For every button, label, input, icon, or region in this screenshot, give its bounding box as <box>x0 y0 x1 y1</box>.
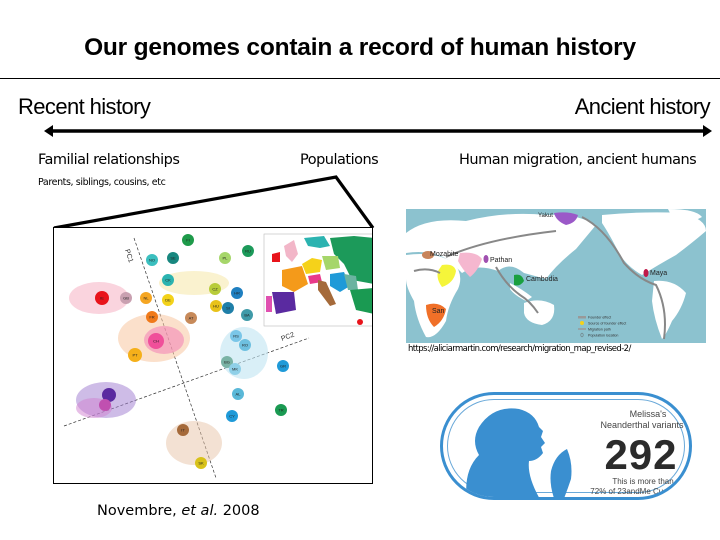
neanderthal-variants-badge: Melissa's Neanderthal variants 292 This … <box>440 392 692 500</box>
migration-label: Human migration, ancient humans <box>459 152 697 168</box>
svg-text:MK: MK <box>232 367 238 372</box>
map-label-mozabite: Mozabite <box>430 251 459 258</box>
pca-scatter-plot: PC1 PC2 IE GB NL CK DE NO SE FI PL RU UA… <box>63 233 372 479</box>
pc2-axis-label: PC2 <box>280 332 295 343</box>
svg-text:AT: AT <box>189 316 194 321</box>
svg-text:HU: HU <box>213 304 219 309</box>
mozabite-region <box>422 251 434 259</box>
badge-name: Melissa's <box>629 409 667 419</box>
svg-text:NL: NL <box>143 296 149 301</box>
svg-text:CY: CY <box>229 414 235 419</box>
familial-relationships-sublabel: Parents, siblings, cousins, etc <box>38 177 166 188</box>
svg-text:GR: GR <box>280 364 286 369</box>
pca-genetic-map-figure: PC1 PC2 IE GB NL CK DE NO SE FI PL RU UA… <box>53 227 373 484</box>
svg-text:NO: NO <box>149 258 155 263</box>
svg-text:SK: SK <box>198 461 204 466</box>
cambodia-region <box>514 274 524 286</box>
svg-text:IE: IE <box>100 296 104 301</box>
pca-citation: Novembre, et al. 2008 <box>97 503 260 519</box>
recent-history-label: Recent history <box>18 94 151 119</box>
map-label-yakut: Yakut <box>538 213 553 219</box>
ancient-history-label: Ancient history <box>574 94 711 119</box>
human-migration-map: Mozabite Pathan Cambodia Yakut Maya San … <box>406 209 706 343</box>
pca-clusters: IE GB NL CK DE NO SE FI PL RU UA CZ HU A… <box>95 234 289 469</box>
map-label-san: San <box>432 308 445 315</box>
title-divider <box>0 78 720 79</box>
badge-note-line2: 72% of 23andMe Customers <box>590 487 692 496</box>
svg-text:CZ: CZ <box>212 287 218 292</box>
svg-text:Population location: Population location <box>588 334 618 338</box>
badge-note-line1: This is more than <box>612 477 674 486</box>
svg-text:FR: FR <box>149 315 154 320</box>
citation-year: 2008 <box>218 503 260 519</box>
svg-text:SI: SI <box>226 306 230 311</box>
populations-label: Populations <box>300 152 379 168</box>
svg-text:FI: FI <box>186 238 190 243</box>
map-legend: Founder effect Source of founder effect … <box>578 316 626 338</box>
pc1-axis-label: PC1 <box>123 248 134 263</box>
europe-inset-map <box>263 233 372 327</box>
svg-text:PT: PT <box>132 353 138 358</box>
svg-text:Source of founder effect: Source of founder effect <box>588 322 626 326</box>
svg-text:RU: RU <box>245 249 251 254</box>
svg-text:TR: TR <box>278 408 283 413</box>
map-label-pathan: Pathan <box>490 257 512 264</box>
slide-title: Our genomes contain a record of human hi… <box>84 34 636 61</box>
svg-text:AL: AL <box>236 392 242 397</box>
familial-relationships-label: Familial relationships <box>38 152 180 168</box>
yakut-region <box>554 212 578 225</box>
migration-map-graphic: Mozabite Pathan Cambodia Yakut Maya San … <box>406 209 706 340</box>
map-label-maya: Maya <box>650 270 667 277</box>
san-region <box>426 303 446 327</box>
neanderthal-variant-count: 292 <box>604 431 678 478</box>
svg-text:RO: RO <box>242 343 248 348</box>
svg-text:Founder effect: Founder effect <box>588 316 611 320</box>
svg-text:BA: BA <box>244 313 250 318</box>
citation-author: Novembre, <box>97 503 182 519</box>
svg-text:PL: PL <box>223 256 229 261</box>
timeline-arrow <box>44 125 712 137</box>
svg-text:HR: HR <box>234 291 240 296</box>
svg-text:BG: BG <box>224 360 230 365</box>
neanderthal-silhouette-icon <box>466 408 572 497</box>
map-source-url[interactable]: https://aliciarmartin.com/research/migra… <box>408 344 631 354</box>
svg-text:IT: IT <box>181 428 185 433</box>
svg-text:SE: SE <box>170 256 176 261</box>
svg-text:GB: GB <box>123 296 129 301</box>
svg-text:CK: CK <box>165 278 171 283</box>
svg-text:RS: RS <box>233 334 239 339</box>
svg-text:CH: CH <box>153 339 159 344</box>
svg-text:Migration path: Migration path <box>588 328 611 332</box>
svg-text:DE: DE <box>165 298 171 303</box>
citation-etal: et al. <box>181 503 219 519</box>
badge-subtitle: Neanderthal variants <box>600 420 684 430</box>
map-label-cambodia: Cambodia <box>526 276 558 283</box>
